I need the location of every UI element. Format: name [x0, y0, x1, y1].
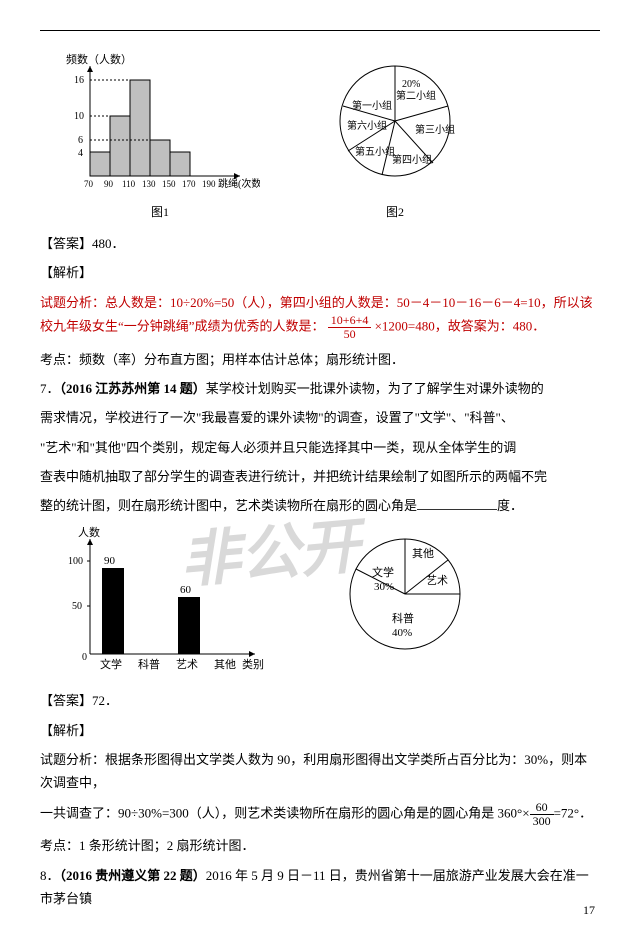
svg-text:艺术: 艺术: [176, 658, 198, 671]
svg-text:130: 130: [142, 179, 156, 189]
figure-row-1: 频数（人数） 4 6 10 16 70 90 110 130 150: [60, 51, 600, 224]
answer1-value: 480．: [92, 236, 125, 251]
q7-l2: 需求情况，学校进行了一次"我最喜爱的课外读物"的调查，设置了"文学"、"科普"、: [40, 406, 600, 429]
histogram-1: 频数（人数） 4 6 10 16 70 90 110 130 150: [60, 51, 260, 191]
fig2-caption: 图2: [320, 202, 470, 224]
pie-1: 20% 第二小组 第三小组 第四小组 第五小组 第六小组 第一小组: [320, 51, 470, 191]
figure2-block: 20% 第二小组 第三小组 第四小组 第五小组 第六小组 第一小组 图2: [320, 51, 470, 224]
ytick-4: 4: [78, 148, 83, 159]
answer1: 【答案】480．: [40, 232, 600, 255]
fig3-xlabel: 类别: [242, 657, 264, 671]
ytick-6: 6: [78, 135, 83, 146]
svg-text:190: 190: [202, 179, 216, 189]
svg-text:40%: 40%: [392, 627, 412, 639]
kaodian1: 考点：频数（率）分布直方图；用样本估计总体；扇形统计图．: [40, 348, 600, 371]
svg-text:其他: 其他: [412, 547, 434, 560]
answer7-label: 【答案】: [40, 693, 92, 708]
jiexi7-label: 【解析】: [40, 719, 600, 742]
svg-text:50: 50: [72, 601, 82, 612]
svg-text:其他: 其他: [214, 658, 236, 671]
svg-text:第二小组: 第二小组: [396, 89, 436, 102]
ytick-10: 10: [74, 111, 84, 122]
question7: 7．（2016 江苏苏州第 14 题）某学校计划购买一批课外读物，为了了解学生对…: [40, 377, 600, 400]
svg-text:150: 150: [162, 179, 176, 189]
frac-den: 50: [328, 328, 372, 341]
svg-text:110: 110: [122, 179, 136, 189]
page-content: 频数（人数） 4 6 10 16 70 90 110 130 150: [40, 30, 600, 910]
q7-l1: 某学校计划购买一批课外读物，为了了解学生对课外读物的: [206, 381, 544, 396]
fig1-xlabel: 跳绳(次数): [218, 177, 260, 190]
analysis7-l2: 一共调查了：90÷30%=300（人），则艺术类读物所在扇形的圆心角是的圆心角是…: [40, 801, 600, 828]
figure4-block: 其他 文学 30% 艺术 科普 40%: [330, 524, 480, 681]
fig1-caption: 图1: [60, 202, 260, 224]
svg-text:70: 70: [84, 179, 94, 189]
svg-text:第五小组: 第五小组: [355, 145, 395, 158]
fig3-ylabel: 人数: [78, 526, 100, 539]
answer7: 【答案】72．: [40, 689, 600, 712]
answer7-value: 72．: [92, 693, 118, 708]
svg-text:文学: 文学: [100, 657, 122, 671]
svg-text:170: 170: [182, 179, 196, 189]
top-rule: [40, 30, 600, 31]
svg-text:艺术: 艺术: [426, 574, 448, 587]
svg-text:60: 60: [180, 584, 192, 596]
q7-l5-text: 整的统计图，则在扇形统计图中，艺术类读物所在扇形的圆心角是: [40, 498, 417, 513]
figure-row-2: 人数 0 50 100 90 60 文学 科普 艺术 其他 类别: [60, 524, 600, 681]
frac7-num: 60: [530, 801, 554, 815]
svg-text:第一小组: 第一小组: [352, 99, 392, 112]
q8-title: （2016 贵州遵义第 22 题）: [60, 868, 206, 883]
q7-title: （2016 江苏苏州第 14 题）: [60, 381, 206, 396]
q7-l3: "艺术"和"其他"四个类别，规定每人必须并且只能选择其中一类，现从全体学生的调: [40, 436, 600, 459]
analysis1: 试题分析：总人数是：10÷20%=50（人），第四小组的人数是：50－4－10－…: [40, 291, 600, 342]
svg-text:30%: 30%: [374, 581, 394, 593]
frac7-den: 300: [530, 815, 554, 828]
q7-l5: 整的统计图，则在扇形统计图中，艺术类读物所在扇形的圆心角是 度．: [40, 494, 600, 517]
fill-blank: [417, 497, 497, 510]
analysis7-suffix: =72°．: [554, 806, 593, 821]
pie-2: 其他 文学 30% 艺术 科普 40%: [330, 524, 480, 664]
svg-text:文学: 文学: [372, 565, 394, 579]
svg-text:第四小组: 第四小组: [392, 153, 432, 166]
svg-text:第六小组: 第六小组: [347, 119, 387, 132]
q7-l4: 查表中随机抽取了部分学生的调查表进行统计，并把统计结果绘制了如图所示的两幅不完: [40, 465, 600, 488]
analysis7-prefix: 一共调查了：90÷30%=300（人），则艺术类读物所在扇形的圆心角是的圆心角是…: [40, 806, 530, 821]
svg-text:20%: 20%: [402, 79, 420, 90]
analysis7-frac: 60 300: [530, 801, 554, 828]
jiexi1-label: 【解析】: [40, 261, 600, 284]
analysis7-l1: 试题分析：根据条形图得出文学类人数为 90，利用扇形图得出文学类所占百分比为：3…: [40, 748, 600, 795]
svg-text:科普: 科普: [138, 657, 160, 671]
fig1-ylabel: 频数（人数）: [66, 52, 132, 66]
figure3-block: 人数 0 50 100 90 60 文学 科普 艺术 其他 类别: [60, 524, 270, 681]
svg-text:90: 90: [104, 179, 114, 189]
svg-text:第三小组: 第三小组: [415, 123, 455, 136]
kaodian7: 考点：1 条形统计图；2 扇形统计图．: [40, 834, 600, 857]
svg-text:0: 0: [82, 652, 87, 663]
svg-text:科普: 科普: [392, 611, 414, 625]
analysis1-frac: 10+6+4 50: [328, 314, 372, 341]
svg-text:90: 90: [104, 555, 116, 567]
q8-number: 8．: [40, 868, 60, 883]
frac-num: 10+6+4: [328, 314, 372, 328]
svg-text:100: 100: [68, 556, 83, 567]
bar-chart-2: 人数 0 50 100 90 60 文学 科普 艺术 其他 类别: [60, 524, 270, 674]
question8: 8．（2016 贵州遵义第 22 题）2016 年 5 月 9 日－11 日，贵…: [40, 864, 600, 911]
ytick-16: 16: [74, 75, 84, 86]
analysis1-suffix: ×1200=480，故答案为：480．: [375, 319, 546, 334]
answer1-label: 【答案】: [40, 236, 92, 251]
q7-number: 7．: [40, 381, 60, 396]
figure1-block: 频数（人数） 4 6 10 16 70 90 110 130 150: [60, 51, 260, 224]
q7-unit: 度．: [497, 498, 523, 513]
